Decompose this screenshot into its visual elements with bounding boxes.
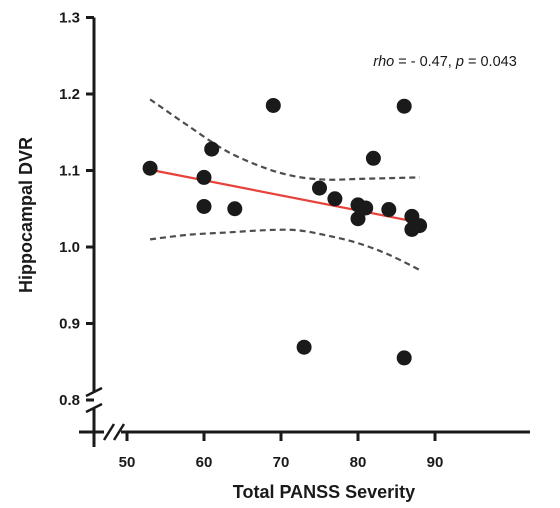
y-axis: 0.8 0.9 1.0 1.1 1.2 1.3	[59, 10, 103, 447]
y-tick-label: 0.9	[59, 316, 80, 333]
data-points	[142, 97, 428, 366]
data-point	[142, 160, 158, 176]
data-point	[296, 339, 312, 355]
y-tick-label: 0.8	[59, 392, 80, 409]
rho-value: = - 0.47,	[394, 54, 456, 70]
x-axis-break-mark	[112, 423, 126, 441]
data-point	[381, 202, 397, 218]
data-point	[196, 198, 212, 214]
data-point	[227, 201, 243, 217]
data-point	[327, 191, 343, 207]
rho-label: rho	[373, 54, 394, 70]
ci-upper-line	[149, 98, 420, 181]
x-axis-break-mark	[102, 423, 116, 441]
data-point	[204, 141, 220, 157]
data-point	[358, 200, 374, 216]
x-tick-label: 90	[427, 454, 444, 471]
ci-band	[149, 98, 421, 271]
y-axis-title: Hippocampal DVR	[16, 137, 36, 293]
y-tick-label: 1.3	[59, 10, 80, 27]
data-point	[365, 150, 381, 166]
p-value: = 0.043	[464, 54, 517, 70]
data-point	[396, 98, 412, 114]
data-point	[196, 169, 212, 185]
data-point	[412, 218, 428, 234]
y-tick-label: 1.2	[59, 86, 80, 103]
ci-lower-line	[149, 228, 421, 271]
x-tick-label: 70	[273, 454, 290, 471]
y-tick-label: 1.1	[59, 163, 80, 180]
x-tick-label: 60	[196, 454, 213, 471]
data-point	[265, 97, 281, 113]
y-tick-label: 1.0	[59, 239, 80, 256]
regression	[149, 168, 420, 224]
stats-annotation: rho = - 0.47, p = 0.043	[373, 54, 517, 70]
x-axis: 50 60 70 80 90	[79, 423, 530, 471]
y-axis-break-mark	[85, 386, 103, 398]
y-axis-break-mark	[85, 402, 103, 414]
regression-line	[149, 168, 420, 224]
x-tick-label: 50	[119, 454, 136, 471]
x-axis-title: Total PANSS Severity	[233, 482, 415, 502]
data-point	[312, 180, 327, 196]
x-tick-label: 80	[350, 454, 367, 471]
p-label: p	[455, 54, 464, 70]
data-point	[396, 350, 412, 366]
data-point	[350, 211, 366, 227]
